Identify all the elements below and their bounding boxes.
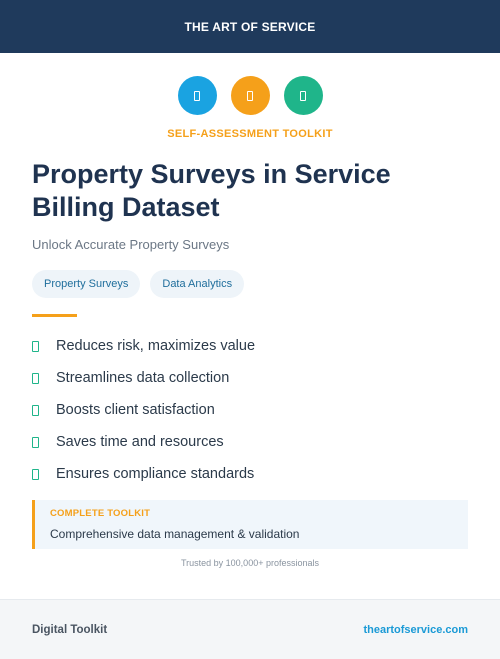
feature-text: Ensures compliance standards [56,466,255,482]
toolkit-callout: COMPLETE TOOLKIT Comprehensive data mana… [32,500,468,549]
kit-label: SELF-ASSESSMENT TOOLKIT [167,128,333,140]
document-icon [300,90,306,101]
feature-text: Boosts client satisfaction [56,402,215,418]
check-icon [32,436,39,448]
website-link[interactable]: theartofservice.com [363,623,468,636]
document-icon-green [283,76,323,115]
check-icon [32,404,39,416]
list-item: Saves time and resources [32,426,255,458]
check-icon [32,340,39,352]
footer-bar: Digital Toolkit theartofservice.com [0,599,500,659]
page-title: Property Surveys in Service Billing Data… [32,159,391,222]
icon-row [0,76,500,115]
tag-data-analytics[interactable]: Data Analytics [150,270,245,298]
list-item: Boosts client satisfaction [32,394,255,426]
feature-text: Streamlines data collection [56,370,230,386]
tag-list: Property Surveys Data Analytics [32,270,245,298]
feature-text: Reduces risk, maximizes value [56,338,256,354]
header-bar: THE ART OF SERVICE [0,0,500,53]
document-icon-orange [230,76,270,115]
callout-text: Comprehensive data management & validati… [50,527,300,541]
document-icon-blue [177,76,217,115]
list-item: Streamlines data collection [32,362,255,394]
callout-label: COMPLETE TOOLKIT [50,508,151,519]
accent-divider [32,314,77,317]
list-item: Ensures compliance standards [32,458,255,490]
brand-title: THE ART OF SERVICE [184,19,316,34]
check-icon [32,372,39,384]
subtitle: Unlock Accurate Property Surveys [32,237,230,252]
feature-list: Reduces risk, maximizes value Streamline… [32,330,255,490]
document-icon [247,90,253,101]
tag-property-surveys[interactable]: Property Surveys [32,270,141,298]
trust-note: Trusted by 100,000+ professionals [180,558,319,568]
footer-label: Digital Toolkit [32,623,108,636]
list-item: Reduces risk, maximizes value [32,330,255,362]
document-icon [194,90,200,101]
feature-text: Saves time and resources [56,434,224,450]
check-icon [32,468,39,480]
